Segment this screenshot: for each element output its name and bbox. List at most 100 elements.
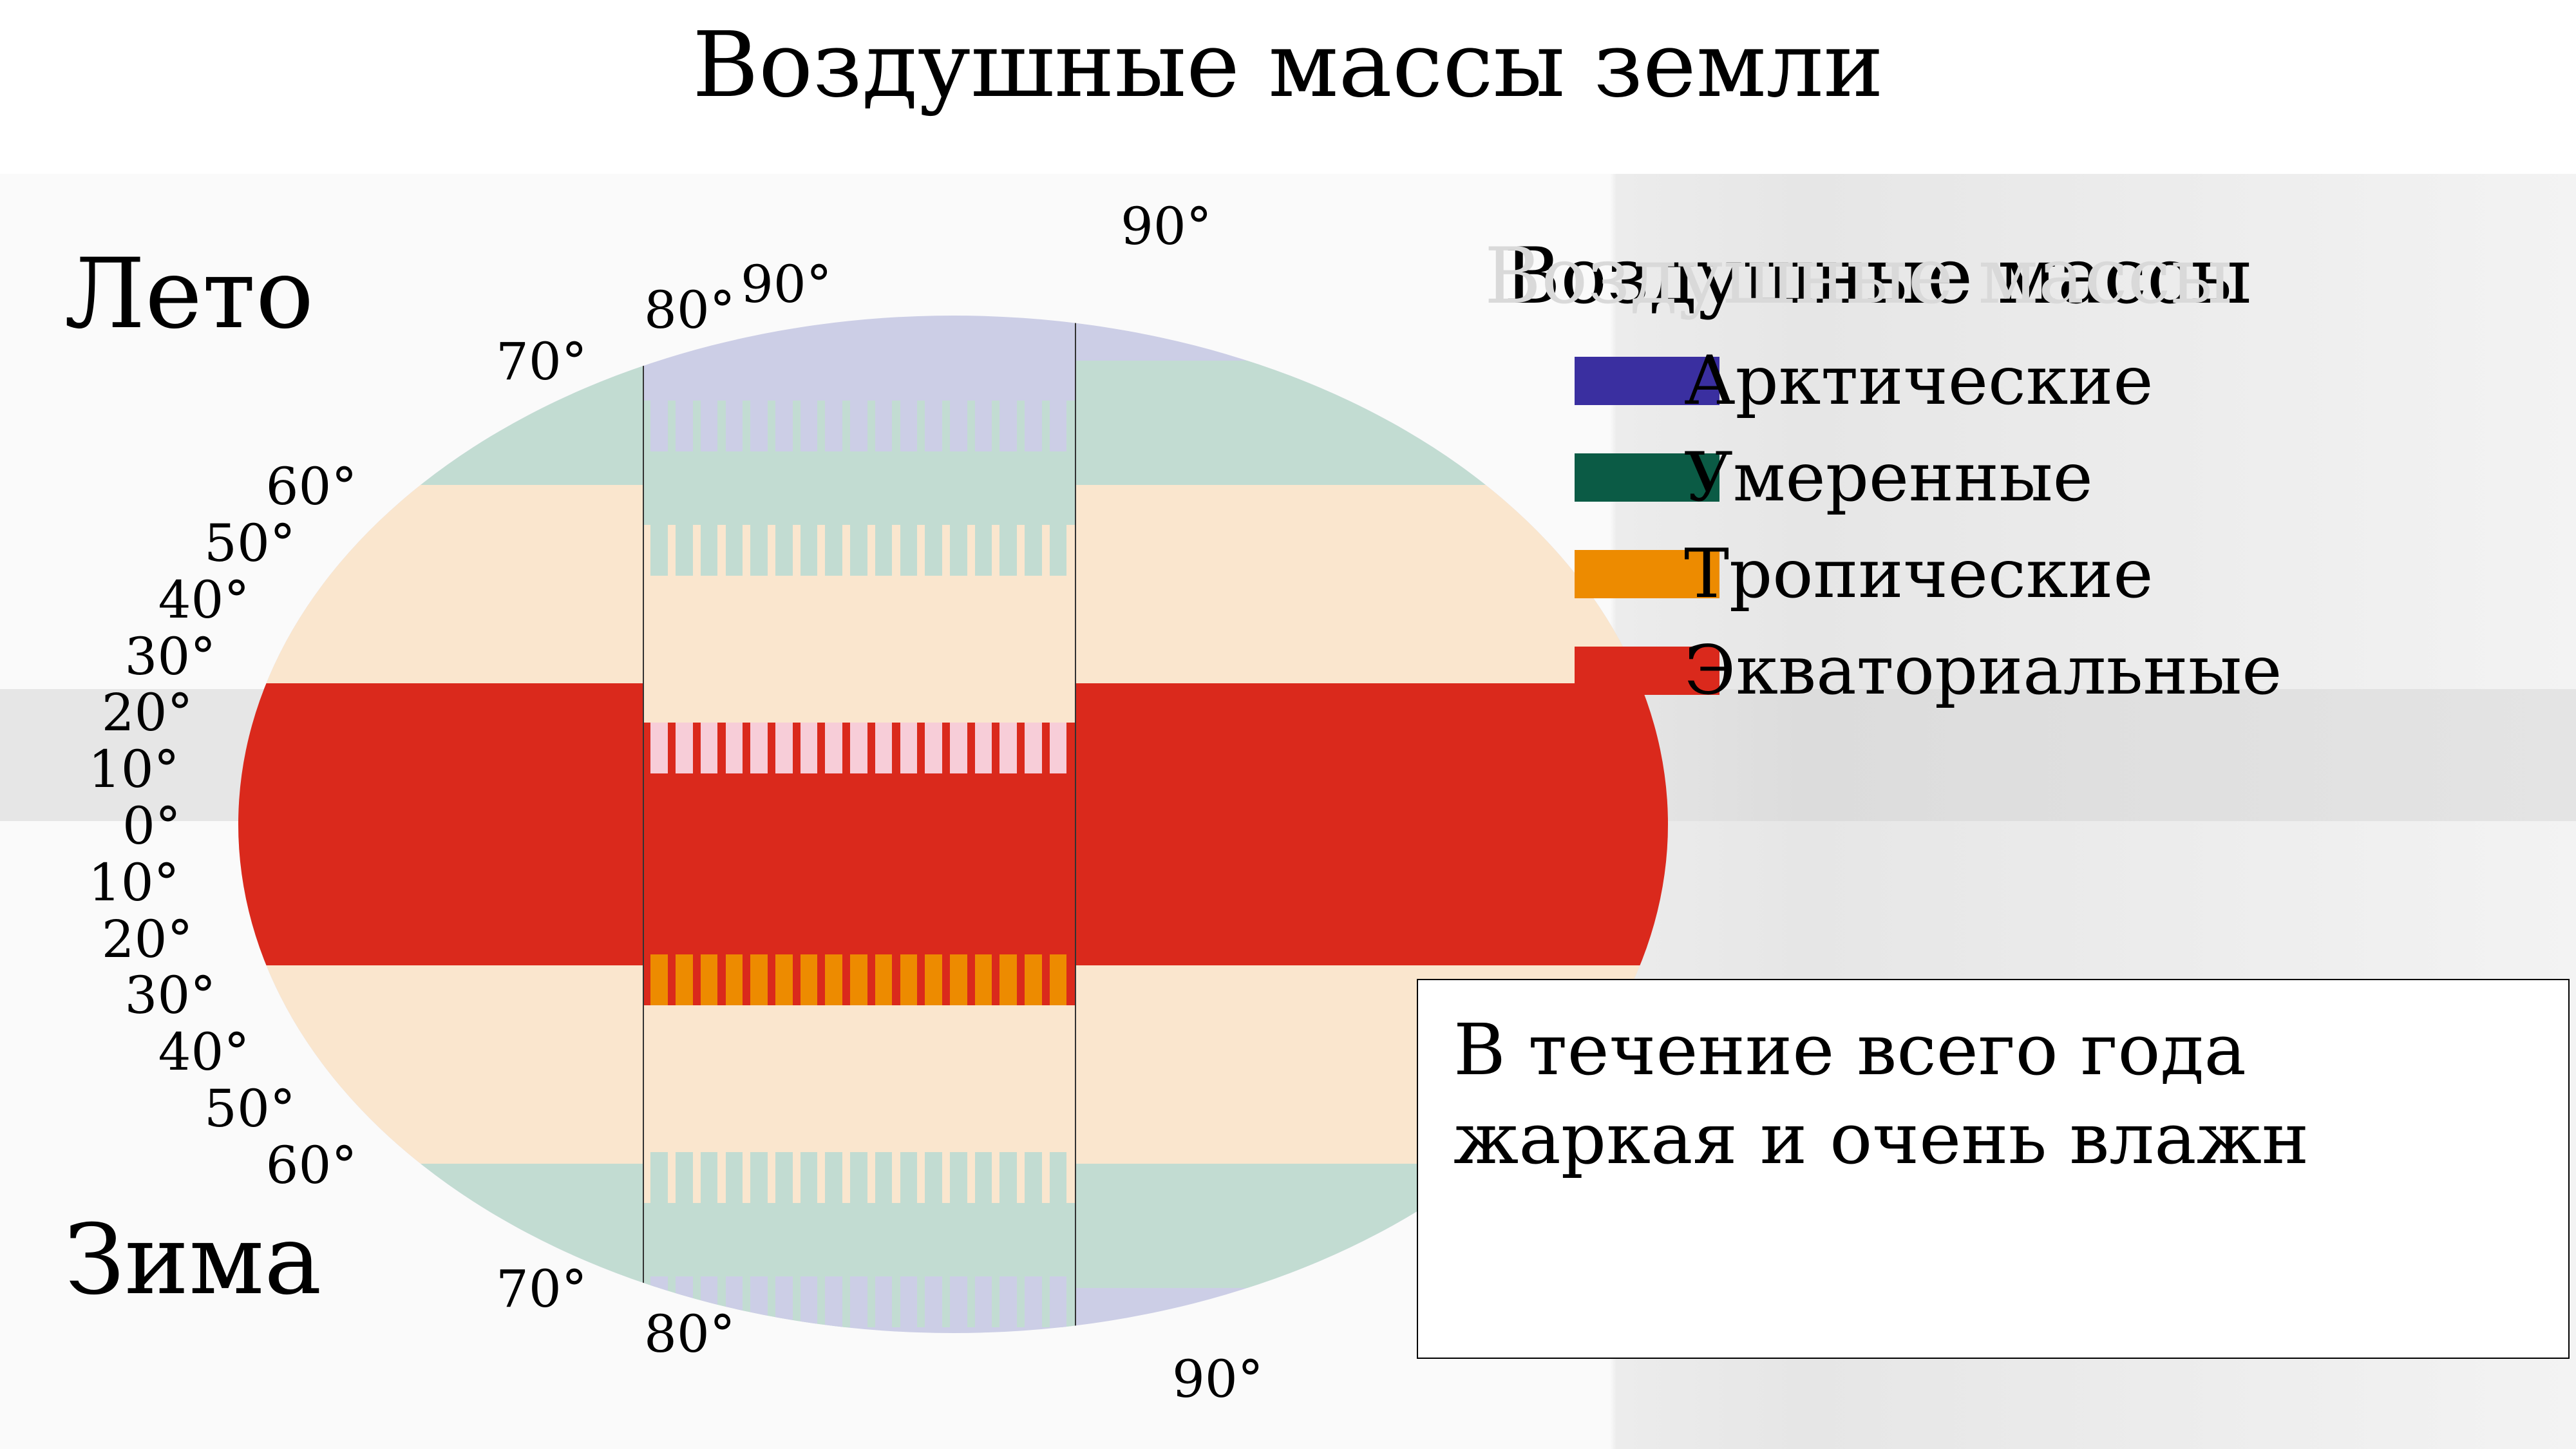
transition-tooth xyxy=(900,723,918,773)
transition-tooth xyxy=(650,723,668,773)
legend-item: Арктические xyxy=(1575,341,2154,420)
season-winter-label: Зима xyxy=(64,1204,322,1316)
transition-teeth-row xyxy=(643,954,1074,1005)
transition-tooth xyxy=(875,954,893,1005)
latitude-label: 50° xyxy=(204,1079,296,1139)
description-text: В течение всего года жаркая и очень влаж… xyxy=(1454,1009,2309,1180)
transition-tooth xyxy=(650,1152,668,1203)
latitude-label: 30° xyxy=(124,965,216,1025)
latitude-label: 10° xyxy=(88,739,180,799)
transition-tooth xyxy=(900,525,918,576)
legend-item: Умеренные xyxy=(1575,438,2093,516)
legend-label: Экваториальные xyxy=(1684,631,2282,710)
transition-tooth xyxy=(701,1152,718,1203)
description-callout: В течение всего года жаркая и очень влаж… xyxy=(1417,979,2570,1359)
legend-label: Арктические xyxy=(1684,341,2154,420)
transition-tooth xyxy=(850,954,867,1005)
transition-tooth xyxy=(676,401,693,451)
air-mass-band xyxy=(1075,683,1668,966)
transition-tooth xyxy=(975,1152,992,1203)
transition-tooth xyxy=(701,723,718,773)
latitude-label: 70° xyxy=(496,1259,587,1319)
legend-label: Умеренные xyxy=(1684,438,2093,516)
transition-right-border xyxy=(1075,316,1076,1333)
transition-tooth xyxy=(850,1152,867,1203)
transition-tooth xyxy=(676,525,693,576)
latitude-label: 10° xyxy=(88,853,180,913)
transition-tooth xyxy=(850,401,867,451)
air-mass-band xyxy=(238,965,643,1163)
latitude-label: 80° xyxy=(644,1304,735,1364)
latitude-label: 30° xyxy=(124,627,216,687)
transition-tooth xyxy=(775,954,793,1005)
transition-tooth xyxy=(825,1152,842,1203)
transition-tooth xyxy=(1050,954,1067,1005)
latitude-label: 90° xyxy=(741,254,832,314)
latitude-label: 90° xyxy=(1172,1349,1264,1409)
transition-tooth xyxy=(1050,401,1067,451)
transition-tooth xyxy=(950,401,967,451)
transition-tooth xyxy=(925,954,942,1005)
transition-tooth xyxy=(975,401,992,451)
transition-tooth xyxy=(701,525,718,576)
transition-tooth xyxy=(1050,525,1067,576)
transition-tooth xyxy=(999,525,1017,576)
transition-tooth xyxy=(650,401,668,451)
transition-tooth xyxy=(726,954,743,1005)
transition-tooth xyxy=(900,1152,918,1203)
transition-tooth xyxy=(650,954,668,1005)
transition-tooth xyxy=(975,1276,992,1327)
transition-tooth xyxy=(850,525,867,576)
legend-item: Тропические xyxy=(1575,535,2154,613)
transition-tooth xyxy=(925,401,942,451)
transition-tooth xyxy=(676,1152,693,1203)
transition-tooth xyxy=(900,954,918,1005)
transition-tooth xyxy=(1050,1276,1067,1327)
latitude-label: 20° xyxy=(102,909,193,969)
transition-tooth xyxy=(925,1276,942,1327)
transition-tooth xyxy=(999,954,1017,1005)
transition-tooth xyxy=(999,723,1017,773)
transition-tooth xyxy=(775,525,793,576)
page-title: Воздушные массы земли xyxy=(0,13,2576,118)
transition-tooth xyxy=(825,954,842,1005)
transition-tooth xyxy=(800,954,818,1005)
transition-tooth xyxy=(800,1276,818,1327)
transition-tooth xyxy=(800,1152,818,1203)
transition-tooth xyxy=(676,723,693,773)
transition-tooth xyxy=(750,954,768,1005)
transition-tooth xyxy=(950,1152,967,1203)
transition-tooth xyxy=(1025,723,1042,773)
transition-tooth xyxy=(925,525,942,576)
transition-tooth xyxy=(999,1152,1017,1203)
transition-tooth xyxy=(701,401,718,451)
transition-tooth xyxy=(850,723,867,773)
transition-teeth-row xyxy=(643,401,1074,451)
transition-tooth xyxy=(925,1152,942,1203)
latitude-label: 70° xyxy=(496,332,587,392)
transition-teeth-row xyxy=(643,525,1074,576)
transition-tooth xyxy=(825,723,842,773)
transition-tooth xyxy=(1025,401,1042,451)
transition-tooth xyxy=(975,723,992,773)
transition-tooth xyxy=(950,954,967,1005)
latitude-label: 60° xyxy=(266,457,357,516)
latitude-label: 60° xyxy=(266,1135,357,1195)
transition-tooth xyxy=(750,1276,768,1327)
transition-tooth xyxy=(800,723,818,773)
transition-tooth xyxy=(726,401,743,451)
legend: Воздушные массы Воздушные массы Арктичес… xyxy=(1504,232,2251,321)
transition-tooth xyxy=(950,1276,967,1327)
transition-tooth xyxy=(950,723,967,773)
transition-tooth xyxy=(825,525,842,576)
transition-tooth xyxy=(1025,954,1042,1005)
transition-tooth xyxy=(825,1276,842,1327)
transition-tooth xyxy=(1050,1152,1067,1203)
legend-item: Экваториальные xyxy=(1575,631,2282,710)
transition-tooth xyxy=(650,525,668,576)
transition-tooth xyxy=(875,723,893,773)
transition-tooth xyxy=(750,525,768,576)
transition-tooth xyxy=(775,1276,793,1327)
transition-tooth xyxy=(875,401,893,451)
transition-tooth xyxy=(775,1152,793,1203)
